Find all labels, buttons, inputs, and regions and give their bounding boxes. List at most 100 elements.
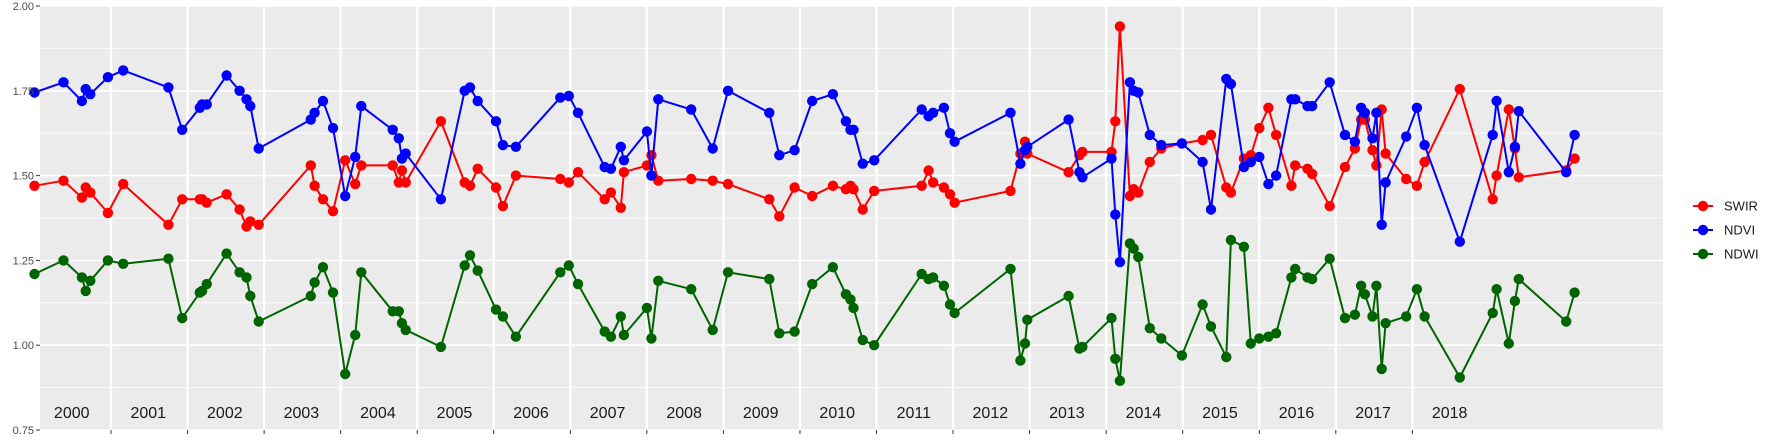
ndwi-point xyxy=(85,275,96,286)
swir-point xyxy=(555,173,566,185)
ndvi-point xyxy=(29,87,40,98)
ndwi-point xyxy=(510,331,522,342)
ndwi-point xyxy=(1569,287,1580,298)
ndwi-point xyxy=(464,250,476,261)
ndvi-point xyxy=(1133,87,1144,98)
swir-point xyxy=(76,192,88,203)
ndvi-point xyxy=(916,104,927,115)
ndwi-point xyxy=(1106,312,1117,324)
ndwi-point xyxy=(572,278,584,290)
ndwi-point xyxy=(1286,272,1297,283)
ndwi-point xyxy=(1005,263,1016,275)
ndvi-point xyxy=(1156,139,1167,151)
ndvi-point xyxy=(1491,95,1502,107)
legend-item-ndwi: NDWI xyxy=(1693,247,1759,262)
legend-key-point xyxy=(1697,224,1709,236)
ndvi-point xyxy=(1306,100,1318,112)
ndvi-point xyxy=(400,148,411,159)
ndvi-point xyxy=(1359,107,1371,119)
ndvi-point xyxy=(435,194,447,205)
swir-point xyxy=(646,150,657,161)
ndwi-point xyxy=(490,304,502,315)
ndvi-point xyxy=(58,77,69,88)
ndvi-point xyxy=(1197,156,1208,168)
year-label: 2009 xyxy=(743,405,779,422)
ndwi-point xyxy=(350,329,361,341)
swir-point xyxy=(396,165,408,176)
y-tick-label: 1.50 xyxy=(13,171,34,183)
ndvi-point xyxy=(497,139,509,151)
swir-point xyxy=(827,180,839,191)
ndwi-point xyxy=(827,262,839,273)
ndvi-point xyxy=(1176,138,1188,149)
ndvi-point xyxy=(490,116,502,127)
ndvi-point xyxy=(85,89,96,100)
ndwi-point xyxy=(1380,318,1391,329)
swir-point xyxy=(599,194,610,205)
ndvi-point xyxy=(789,145,800,156)
ndvi-point xyxy=(618,155,630,166)
legend-label: NDVI xyxy=(1724,223,1755,238)
swir-point xyxy=(1144,156,1156,168)
swir-point xyxy=(605,187,617,198)
y-tick-label: 1.00 xyxy=(13,340,34,352)
ndwi-point xyxy=(80,285,91,297)
year-label: 2013 xyxy=(1049,405,1085,422)
ndwi-point xyxy=(845,294,856,305)
swir-point xyxy=(789,182,800,193)
ndvi-point xyxy=(1569,129,1580,141)
swir-point xyxy=(435,116,447,127)
ndwi-point xyxy=(1367,311,1378,322)
swir-point xyxy=(1367,145,1378,156)
ndvi-point xyxy=(1205,204,1217,215)
ndwi-point xyxy=(221,248,232,259)
ndwi-point xyxy=(653,275,664,286)
ndvi-point xyxy=(764,107,775,119)
legend: SWIR NDVI NDWI xyxy=(1693,199,1759,262)
ndvi-point xyxy=(927,107,939,119)
swir-point xyxy=(253,219,264,230)
ndwi-point xyxy=(163,253,174,264)
ndvi-point xyxy=(1339,129,1351,141)
series-layer xyxy=(29,21,1580,386)
swir-point xyxy=(1513,172,1525,183)
swir-point xyxy=(949,197,960,208)
y-tick-label: 2.00 xyxy=(13,1,34,13)
swir-point xyxy=(497,200,509,212)
year-label: 2008 xyxy=(666,405,702,422)
legend-label: SWIR xyxy=(1724,199,1758,214)
ndwi-point xyxy=(1513,273,1525,285)
ndvi-point xyxy=(1513,106,1525,117)
ndwi-point xyxy=(1355,280,1367,291)
swir-point xyxy=(464,180,476,191)
ndwi-point xyxy=(327,287,339,298)
swir-point xyxy=(1487,194,1498,205)
ndwi-point xyxy=(1238,241,1250,252)
major-gridlines xyxy=(40,5,1663,431)
legend-item-swir: SWIR xyxy=(1693,199,1758,214)
ndwi-point xyxy=(1156,333,1167,344)
ndvi-point xyxy=(857,158,868,169)
swir-point xyxy=(472,163,483,174)
swir-point xyxy=(1114,21,1126,32)
ndwi-point xyxy=(1176,350,1188,361)
ndvi-point xyxy=(563,90,574,102)
ndvi-point xyxy=(1454,236,1466,247)
ndvi-point xyxy=(1367,133,1378,144)
year-label: 2016 xyxy=(1279,405,1315,422)
year-label: 2010 xyxy=(819,405,855,422)
ndwi-point xyxy=(869,340,880,351)
ndwi-point xyxy=(1197,299,1208,310)
ndwi-point xyxy=(459,260,470,271)
ndwi-point xyxy=(1376,363,1387,375)
ndwi-point xyxy=(1306,273,1318,285)
ndvi-point xyxy=(1063,114,1074,125)
ndwi-point xyxy=(555,267,566,278)
ndwi-point xyxy=(1019,338,1031,349)
ndvi-point xyxy=(1022,141,1033,152)
swir-point xyxy=(944,189,956,200)
ndwi-point xyxy=(615,311,626,322)
ndvi-point xyxy=(309,107,320,119)
ndwi-point xyxy=(245,290,256,302)
year-label: 2006 xyxy=(513,405,549,422)
